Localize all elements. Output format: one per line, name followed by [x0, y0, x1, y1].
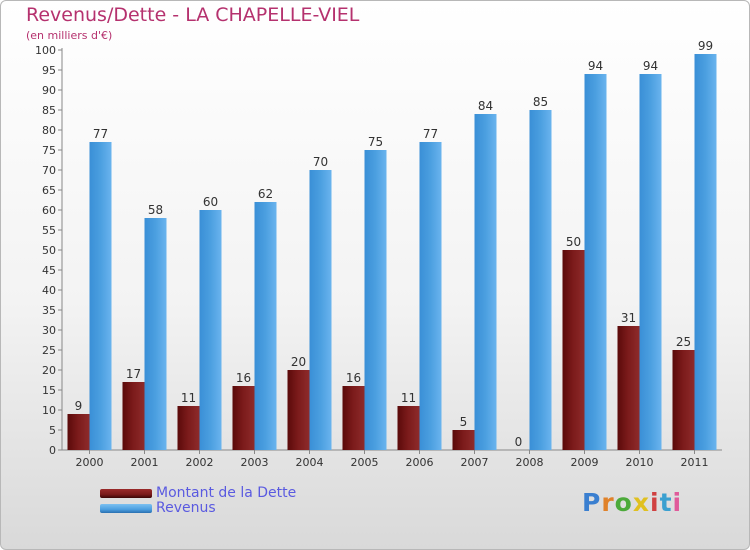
- bar-dette: [672, 350, 695, 450]
- bar-dette: [67, 414, 90, 450]
- data-label-dette: 16: [236, 371, 251, 385]
- logo-letter: i: [672, 488, 683, 517]
- logo-letter: t: [659, 488, 673, 517]
- y-tick-label: 45: [42, 264, 56, 277]
- data-label-dette: 31: [621, 311, 636, 325]
- data-label-dette: 25: [676, 335, 691, 349]
- y-tick-label: 40: [42, 284, 56, 297]
- x-tick-label: 2008: [516, 456, 544, 469]
- data-label-revenus: 84: [478, 99, 493, 113]
- data-label-revenus: 85: [533, 95, 548, 109]
- legend-label-revenus: Revenus: [156, 500, 216, 516]
- bar-dette: [232, 386, 255, 450]
- bar-revenus: [474, 114, 497, 450]
- logo-letter: r: [601, 488, 615, 517]
- data-label-revenus: 62: [258, 187, 273, 201]
- logo-letter: o: [614, 488, 633, 517]
- data-label-dette: 16: [346, 371, 361, 385]
- bar-dette: [342, 386, 365, 450]
- data-label-revenus: 70: [313, 155, 328, 169]
- data-label-dette: 9: [75, 399, 83, 413]
- y-tick-label: 35: [42, 304, 56, 317]
- x-tick-label: 2003: [241, 456, 269, 469]
- x-tick-label: 2005: [351, 456, 379, 469]
- y-tick-label: 15: [42, 384, 56, 397]
- bar-revenus: [144, 218, 167, 450]
- data-label-revenus: 77: [423, 127, 438, 141]
- x-tick-label: 2004: [296, 456, 324, 469]
- x-tick-label: 2006: [406, 456, 434, 469]
- data-label-dette: 50: [566, 235, 581, 249]
- bar-dette: [287, 370, 310, 450]
- y-tick-label: 80: [42, 124, 56, 137]
- y-tick-label: 0: [49, 444, 56, 457]
- bar-revenus: [639, 74, 662, 450]
- data-label-dette: 11: [181, 391, 196, 405]
- bar-revenus: [694, 54, 717, 450]
- data-label-revenus: 58: [148, 203, 163, 217]
- y-tick-label: 75: [42, 144, 56, 157]
- x-tick-label: 2002: [186, 456, 214, 469]
- y-tick-label: 10: [42, 404, 56, 417]
- data-label-revenus: 60: [203, 195, 218, 209]
- y-tick-label: 65: [42, 184, 56, 197]
- y-tick-label: 90: [42, 84, 56, 97]
- data-label-revenus: 99: [698, 39, 713, 53]
- bar-dette: [122, 382, 145, 450]
- bar-revenus: [254, 202, 277, 450]
- bar-revenus: [309, 170, 332, 450]
- chart-subtitle: (en milliers d'€): [26, 29, 113, 42]
- legend-label-dette: Montant de la Dette: [156, 485, 297, 501]
- bar-revenus: [529, 110, 552, 450]
- logo-letter: x: [632, 488, 650, 517]
- x-tick-label: 2000: [76, 456, 104, 469]
- y-tick-label: 30: [42, 324, 56, 337]
- x-tick-label: 2007: [461, 456, 489, 469]
- legend-swatch-dette: [100, 489, 152, 498]
- x-tick-label: 2010: [626, 456, 654, 469]
- y-tick-label: 20: [42, 364, 56, 377]
- proxiti-logo: Proxiti: [582, 488, 682, 517]
- y-tick-label: 70: [42, 164, 56, 177]
- data-label-revenus: 94: [588, 59, 603, 73]
- bar-dette: [397, 406, 420, 450]
- bar-revenus: [89, 142, 112, 450]
- bar-dette: [562, 250, 585, 450]
- data-label-dette: 20: [291, 355, 306, 369]
- data-label-dette: 11: [401, 391, 416, 405]
- chart-title: Revenus/Dette - LA CHAPELLE-VIEL: [26, 4, 360, 26]
- x-tick-label: 2009: [571, 456, 599, 469]
- y-tick-label: 55: [42, 224, 56, 237]
- data-label-revenus: 75: [368, 135, 383, 149]
- bar-revenus: [419, 142, 442, 450]
- logo-letter: i: [650, 488, 660, 517]
- x-tick-label: 2001: [131, 456, 159, 469]
- bar-dette: [617, 326, 640, 450]
- y-tick-label: 50: [42, 244, 56, 257]
- y-tick-label: 60: [42, 204, 56, 217]
- data-label-dette: 5: [460, 415, 468, 429]
- data-label-dette: 0: [515, 435, 523, 449]
- y-tick-label: 25: [42, 344, 56, 357]
- data-label-revenus: 77: [93, 127, 108, 141]
- bar-revenus: [199, 210, 222, 450]
- y-tick-label: 100: [35, 44, 56, 57]
- logo-letter: P: [582, 488, 602, 517]
- data-label-dette: 17: [126, 367, 141, 381]
- bar-dette: [452, 430, 475, 450]
- y-tick-label: 5: [49, 424, 56, 437]
- bar-revenus: [364, 150, 387, 450]
- y-tick-label: 85: [42, 104, 56, 117]
- bar-revenus: [584, 74, 607, 450]
- bar-dette: [177, 406, 200, 450]
- data-label-revenus: 94: [643, 59, 658, 73]
- x-tick-label: 2011: [681, 456, 709, 469]
- y-tick-label: 95: [42, 64, 56, 77]
- legend-swatch-revenus: [100, 504, 152, 513]
